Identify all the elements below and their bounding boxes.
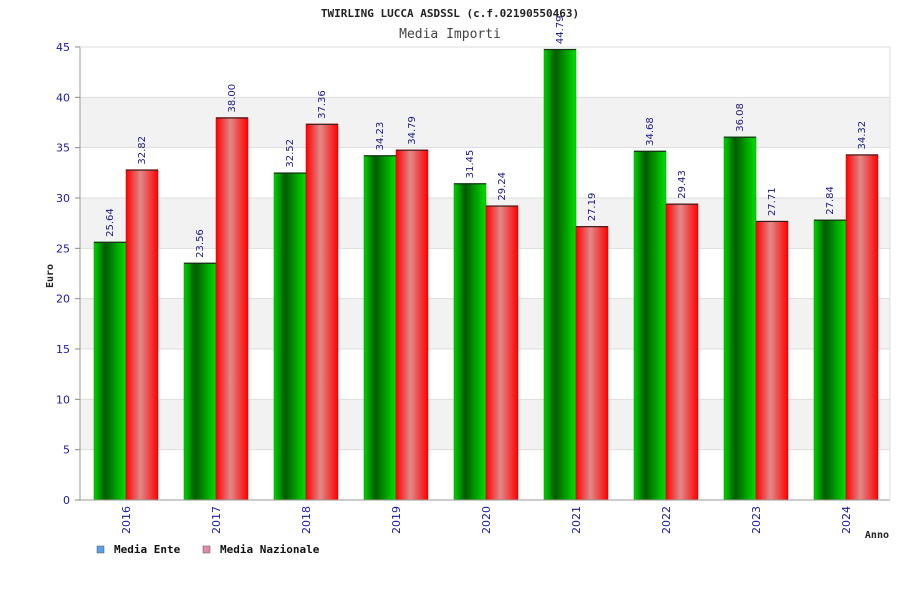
- bars: [93, 48, 879, 501]
- value-label: 23.56: [195, 229, 206, 258]
- bar-media-ente-2019: [363, 155, 397, 501]
- bar-media-nazionale-2023: [755, 220, 789, 501]
- value-label: 29.43: [677, 170, 688, 199]
- y-tick-label: 10: [56, 393, 70, 406]
- value-label: 27.84: [825, 186, 836, 215]
- x-tick-label: 2018: [300, 506, 313, 534]
- bar-media-ente-2022: [633, 150, 667, 501]
- bar-media-nazionale-2018: [305, 123, 339, 501]
- y-tick-label: 20: [56, 293, 70, 306]
- bar-media-ente-2017: [183, 262, 217, 501]
- y-tick-label: 30: [56, 192, 70, 205]
- axes: [79, 46, 891, 501]
- value-label: 34.23: [375, 122, 386, 151]
- y-tick-label: 5: [63, 444, 70, 457]
- x-tick-label: 2022: [660, 506, 673, 534]
- bar-media-nazionale-2019: [395, 149, 429, 501]
- bar-media-ente-2024: [813, 219, 847, 501]
- y-tick-label: 15: [56, 343, 70, 356]
- bar-media-ente-2016: [93, 241, 127, 501]
- bar-media-ente-2018: [273, 172, 307, 501]
- value-label: 32.82: [137, 136, 148, 165]
- x-tick-label: 2021: [570, 506, 583, 534]
- y-tick-label: 35: [56, 142, 70, 155]
- x-axis-label: Anno: [865, 530, 889, 541]
- grid-band: [80, 97, 890, 148]
- legend-swatch: [96, 545, 105, 554]
- y-tick-label: 45: [56, 41, 70, 54]
- value-label: 31.45: [465, 150, 476, 179]
- bar-media-nazionale-2022: [665, 203, 699, 501]
- bar-media-nazionale-2021: [575, 226, 609, 501]
- value-label: 34.32: [857, 121, 868, 150]
- y-tick-label: 0: [63, 494, 70, 507]
- chart-subtitle: Media Importi: [399, 27, 501, 42]
- legend-label: Media Nazionale: [220, 543, 320, 556]
- value-label: 38.00: [227, 84, 238, 113]
- value-label: 29.24: [497, 172, 508, 201]
- x-tick-label: 2016: [120, 506, 133, 534]
- y-axis-ticks: 0 5 10 15 20 25 30 35 40 45: [56, 41, 80, 507]
- bar-media-ente-2023: [723, 136, 757, 501]
- bar-media-ente-2020: [453, 183, 487, 501]
- value-label: 32.52: [285, 139, 296, 168]
- chart-title: TWIRLING LUCCA ASDSSL (c.f.02190550463): [321, 7, 579, 20]
- value-label: 27.71: [767, 187, 778, 216]
- x-axis-ticks: 2016 2017 2018 2019 2020 2021 2022 2023 2024: [120, 506, 853, 534]
- bar-media-nazionale-2017: [215, 117, 249, 501]
- bar-media-ente-2021: [543, 48, 577, 501]
- x-tick-label: 2024: [840, 506, 853, 534]
- value-label: 44.79: [555, 15, 566, 44]
- value-label: 34.79: [407, 116, 418, 145]
- legend-swatch: [202, 545, 211, 554]
- y-tick-label: 25: [56, 242, 70, 255]
- y-axis-label: Euro: [45, 264, 56, 288]
- legend: Media Ente Media Nazionale: [96, 543, 320, 556]
- value-label: 25.64: [105, 208, 116, 237]
- x-tick-label: 2019: [390, 506, 403, 534]
- value-label: 37.36: [317, 90, 328, 119]
- x-tick-label: 2023: [750, 506, 763, 534]
- y-tick-label: 40: [56, 91, 70, 104]
- bar-media-nazionale-2016: [125, 169, 159, 501]
- value-label: 36.08: [735, 103, 746, 132]
- bar-media-nazionale-2024: [845, 154, 879, 501]
- value-label: 34.68: [645, 117, 656, 146]
- x-tick-label: 2017: [210, 506, 223, 534]
- value-label: 27.19: [587, 193, 598, 222]
- x-tick-label: 2020: [480, 506, 493, 534]
- legend-label: Media Ente: [114, 543, 181, 556]
- value-labels: 25.64 32.82 23.56 38.00 32.52 37.36 34.23 34.79…: [105, 15, 868, 257]
- bar-media-nazionale-2020: [485, 205, 519, 501]
